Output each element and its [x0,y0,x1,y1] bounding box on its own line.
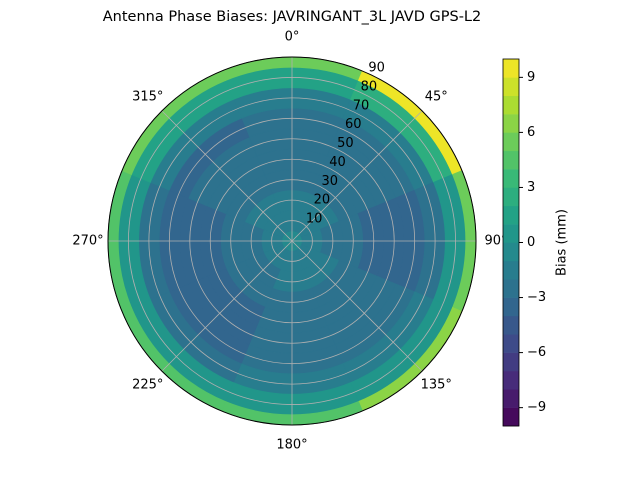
r-tick-label: 50 [337,136,354,151]
r-tick-label: 60 [345,117,362,132]
colorbar-band [503,169,519,188]
r-tick-label: 10 [306,212,323,227]
colorbar-tick-label: −9 [527,400,546,415]
colorbar-band [503,187,519,207]
angular-grid-line [291,110,423,242]
theta-tick-label: 90° [484,234,507,249]
colorbar-band [503,407,519,427]
colorbar-tick-label: 3 [527,180,535,195]
r-tick-label: 70 [353,98,370,113]
colorbar-band [503,205,519,225]
angular-grid-line [291,240,423,372]
chart-title: Antenna Phase Biases: JAVRINGANT_3L JAVD… [103,9,481,25]
colorbar-band [503,260,519,280]
angular-grid-line [161,240,293,372]
colorbar-tick-label: 6 [527,125,535,140]
colorbar-band [503,150,519,170]
colorbar-tick-label: −3 [527,290,546,305]
colorbar-tick-label: 9 [527,70,535,85]
r-tick-label: 80 [361,79,378,94]
colorbar-band [503,77,519,96]
colorbar-tick-label: 0 [527,235,535,250]
colorbar-band [503,352,519,372]
r-tick-label: 40 [329,155,346,170]
theta-tick-label: 135° [421,378,452,393]
theta-tick-label: 45° [425,89,448,104]
polar-frame [107,56,477,426]
theta-tick-label: 180° [276,438,307,453]
colorbar-band [503,224,519,243]
colorbar-band [503,114,519,133]
colorbar-label: Bias (mm) [555,209,570,276]
r-tick-label: 90 [368,61,385,76]
colorbar-band [503,389,519,408]
colorbar-band [503,334,519,353]
colorbar-band [503,132,519,152]
theta-tick-label: 225° [132,378,163,393]
colorbar-band [503,59,519,78]
theta-tick-label: 270° [72,234,103,249]
colorbar-band [503,279,519,298]
theta-tick-label: 0° [285,30,300,45]
colorbar-band [503,95,519,115]
colorbar-band [503,370,519,390]
colorbar-band [503,242,519,262]
r-tick-label: 30 [321,174,338,189]
colorbar-tick-label: −6 [527,345,546,360]
angular-grid-line [161,110,293,242]
r-tick-label: 20 [314,193,331,208]
colorbar-band [503,315,519,335]
theta-tick-label: 315° [132,89,163,104]
colorbar-band [503,297,519,317]
